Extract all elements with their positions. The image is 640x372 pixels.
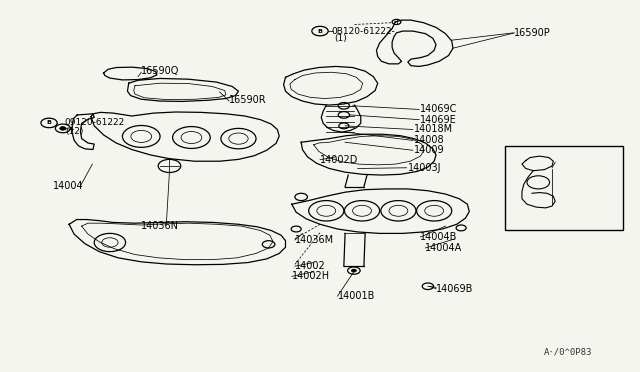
Text: 14036M: 14036M: [295, 235, 334, 245]
Text: A·/0^0P83: A·/0^0P83: [543, 347, 592, 356]
Text: 14036N: 14036N: [141, 221, 179, 231]
Bar: [505, 146, 623, 230]
Circle shape: [41, 118, 57, 128]
Text: 22690M: 22690M: [543, 213, 582, 223]
Text: 24210R: 24210R: [552, 164, 590, 173]
Text: 14002H: 14002H: [292, 272, 330, 281]
Text: 16590Q: 16590Q: [141, 66, 180, 76]
Text: 16590R: 16590R: [229, 95, 267, 105]
Text: 14069C: 14069C: [420, 105, 458, 115]
Text: 16590P: 16590P: [515, 28, 551, 38]
Text: B: B: [317, 29, 323, 33]
Circle shape: [351, 269, 356, 272]
Text: 14009: 14009: [414, 145, 445, 155]
Text: 14001B: 14001B: [337, 291, 375, 301]
Text: 14008: 14008: [414, 135, 445, 145]
Text: 14004B: 14004B: [420, 232, 458, 242]
Text: 09120-61222: 09120-61222: [64, 118, 124, 128]
Text: B: B: [47, 121, 52, 125]
Text: 14002: 14002: [295, 261, 326, 271]
Text: 0B120-61222-: 0B120-61222-: [332, 26, 395, 36]
Text: 14004: 14004: [54, 181, 84, 191]
Text: 14002D: 14002D: [320, 155, 358, 165]
Text: (12): (12): [65, 127, 84, 136]
Text: 14069B: 14069B: [436, 284, 474, 294]
Text: 14004A: 14004A: [426, 243, 463, 253]
Circle shape: [60, 126, 66, 130]
Text: 14018M: 14018M: [414, 125, 453, 135]
Text: (1): (1): [334, 34, 346, 43]
Circle shape: [312, 26, 328, 36]
Text: 14069E: 14069E: [420, 115, 457, 125]
Text: 14003J: 14003J: [408, 163, 442, 173]
